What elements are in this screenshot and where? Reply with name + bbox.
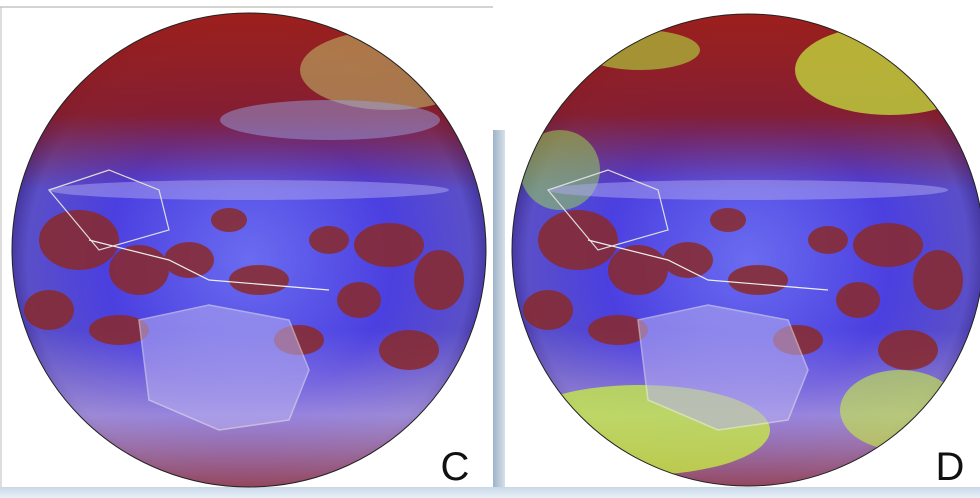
- divider: [493, 130, 505, 498]
- globe-c: [0, 0, 500, 498]
- panel-label: C: [441, 445, 470, 489]
- panel-label: D: [936, 445, 965, 489]
- figure: C D: [0, 0, 980, 498]
- bottom-strip: [0, 487, 980, 498]
- page: C D (() => { const data = JSON.parse(doc…: [0, 0, 980, 498]
